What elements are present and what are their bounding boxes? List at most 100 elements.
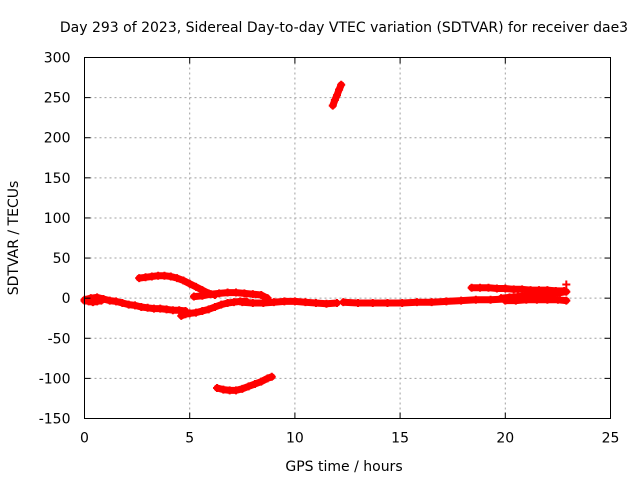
data-point bbox=[248, 290, 257, 299]
data-point bbox=[192, 282, 201, 291]
data-point bbox=[269, 298, 278, 307]
data-point bbox=[553, 295, 562, 304]
series-band bbox=[190, 289, 271, 302]
data-point bbox=[522, 295, 531, 304]
data-point bbox=[532, 295, 541, 304]
data-point bbox=[118, 298, 127, 307]
data-point bbox=[223, 288, 232, 297]
data-point bbox=[290, 297, 299, 306]
data-point bbox=[97, 296, 106, 305]
data-point bbox=[250, 380, 259, 389]
data-point bbox=[259, 298, 268, 307]
data-point bbox=[257, 290, 266, 299]
data-point bbox=[518, 285, 527, 294]
data-point bbox=[240, 289, 249, 298]
data-point bbox=[412, 298, 421, 307]
data-point bbox=[511, 296, 520, 305]
data-point bbox=[398, 298, 407, 307]
data-point bbox=[562, 296, 571, 305]
data-point bbox=[231, 288, 240, 297]
tick-layer: 0 5 10 15 20 25 -150 -100 -50 0 50 100 150 200 250 300 bbox=[39, 51, 620, 447]
data-series-arc-9 bbox=[339, 294, 510, 307]
data-point bbox=[112, 297, 121, 306]
data-series-arc-13 bbox=[562, 280, 571, 289]
data-point bbox=[335, 85, 344, 94]
series-band bbox=[238, 297, 341, 308]
data-series-arc-12 bbox=[501, 295, 571, 305]
y-tick-label: 150 bbox=[44, 171, 71, 187]
data-point bbox=[562, 287, 571, 296]
data-point bbox=[471, 295, 480, 304]
data-point bbox=[332, 91, 341, 100]
data-point bbox=[442, 297, 451, 306]
plot-frame bbox=[84, 57, 611, 419]
data-series-arc-5 bbox=[189, 288, 272, 303]
y-tick-label: 100 bbox=[44, 211, 71, 227]
data-point bbox=[263, 374, 272, 383]
data-point bbox=[322, 299, 331, 308]
y-tick-label: 200 bbox=[44, 131, 71, 147]
x-tick-label: 25 bbox=[602, 431, 620, 447]
data-point bbox=[185, 279, 194, 288]
data-point bbox=[501, 296, 510, 305]
data-point bbox=[543, 295, 552, 304]
data-point bbox=[248, 298, 257, 307]
chart-title: Day 293 of 2023, Sidereal Day-to-day VTE… bbox=[60, 20, 628, 36]
data-point bbox=[238, 384, 247, 393]
x-tick-label: 10 bbox=[286, 431, 304, 447]
data-point bbox=[192, 308, 201, 317]
data-point bbox=[547, 289, 556, 298]
data-point bbox=[177, 311, 186, 320]
data-point bbox=[311, 298, 320, 307]
data-point bbox=[244, 382, 253, 391]
data-point bbox=[210, 302, 219, 311]
y-axis-label: SDTVAR / TECUs bbox=[6, 181, 22, 296]
data-point bbox=[484, 283, 493, 292]
x-axis-label: GPS time / hours bbox=[285, 459, 402, 475]
data-point bbox=[213, 384, 222, 393]
data-point bbox=[166, 272, 175, 281]
data-series-arc-8 bbox=[328, 80, 346, 110]
data-point bbox=[206, 290, 215, 299]
data-point bbox=[301, 298, 310, 307]
x-tick-label: 15 bbox=[391, 431, 409, 447]
data-point bbox=[215, 289, 224, 298]
data-point bbox=[486, 295, 495, 304]
y-tick-label: -50 bbox=[48, 331, 71, 347]
data-point bbox=[173, 274, 182, 283]
data-point bbox=[509, 285, 518, 294]
data-point bbox=[130, 301, 139, 310]
x-tick-label: 5 bbox=[185, 431, 194, 447]
data-series-arc-7 bbox=[238, 297, 341, 308]
data-point bbox=[198, 291, 207, 300]
data-point bbox=[501, 284, 510, 293]
y-tick-label: 0 bbox=[62, 291, 71, 307]
y-tick-label: -150 bbox=[39, 412, 71, 428]
data-point bbox=[267, 372, 276, 381]
data-point bbox=[492, 284, 501, 293]
grid-layer bbox=[84, 57, 611, 419]
data-series-arc-6 bbox=[213, 372, 276, 395]
data-point bbox=[217, 300, 226, 309]
data-point bbox=[383, 298, 392, 307]
data-point bbox=[368, 298, 377, 307]
data-point bbox=[330, 96, 339, 105]
data-point bbox=[339, 298, 348, 307]
data-point bbox=[204, 305, 213, 314]
data-point bbox=[337, 80, 346, 89]
y-tick-label: 50 bbox=[53, 251, 71, 267]
data-point bbox=[467, 283, 476, 292]
x-tick-label: 20 bbox=[496, 431, 514, 447]
series-layer bbox=[80, 80, 571, 395]
data-point bbox=[457, 296, 466, 305]
data-point bbox=[231, 386, 240, 395]
y-tick-label: 300 bbox=[44, 51, 71, 67]
y-tick-label: -100 bbox=[39, 371, 71, 387]
data-point bbox=[257, 377, 266, 386]
data-point bbox=[427, 298, 436, 307]
data-point bbox=[179, 276, 188, 285]
data-point bbox=[354, 298, 363, 307]
data-point bbox=[189, 292, 198, 301]
